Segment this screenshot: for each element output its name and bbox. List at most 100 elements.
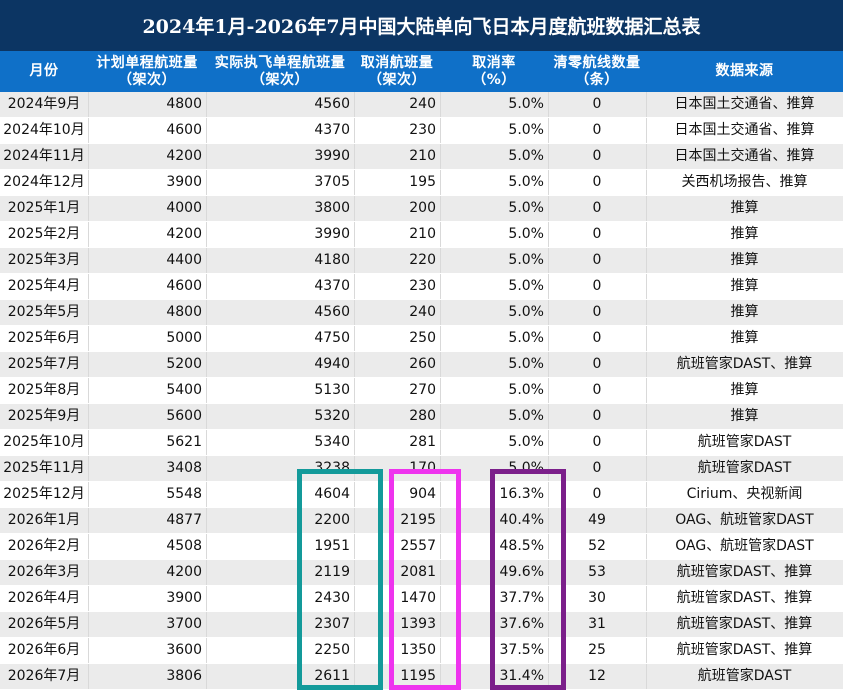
- cell-planned: 4800: [166, 304, 202, 320]
- cell-rate: 37.5%: [499, 642, 544, 658]
- table-row: 2024年12月 3900 3705 195 5.0% 0 关西机场报告、推算: [0, 170, 843, 196]
- cell-rate: 31.4%: [499, 668, 544, 684]
- column-divider: [88, 482, 89, 507]
- cell-actual: 4560: [314, 96, 350, 112]
- column-divider: [88, 638, 89, 663]
- column-divider: [440, 404, 441, 429]
- cell-actual: 2200: [314, 512, 350, 528]
- cell-zero: 12: [588, 668, 606, 684]
- column-divider: [646, 300, 647, 325]
- cell-zero: 0: [592, 408, 602, 424]
- table-row: 2024年9月 4800 4560 240 5.0% 0 日本国土交通省、推算: [0, 92, 843, 118]
- cell-zero: 0: [592, 330, 602, 346]
- cell-zero: 0: [592, 148, 602, 164]
- column-divider: [206, 274, 207, 299]
- highlight-box-actual: [297, 469, 383, 690]
- column-divider: [646, 144, 647, 169]
- column-divider: [548, 378, 549, 403]
- cell-actual: 5320: [314, 408, 350, 424]
- cell-source: 推算: [730, 330, 759, 346]
- column-divider: [548, 560, 549, 585]
- cell-month: 2025年9月: [7, 408, 81, 424]
- table-row: 2026年3月 4200 2119 2081 49.6% 53 航班管家DAST、推算: [0, 560, 843, 586]
- header-cancelled: 取消航班量 （架次）: [354, 51, 440, 92]
- table-row: 2025年6月 5000 4750 250 5.0% 0 推算: [0, 326, 843, 352]
- cell-planned: 4000: [166, 200, 202, 216]
- column-divider: [440, 508, 441, 533]
- table-header: 月份 计划单程航班量 （架次） 实际执飞单程航班量 （架次） 取消航班量 （架次…: [0, 51, 843, 92]
- cell-planned: 4200: [166, 564, 202, 580]
- cell-rate: 5.0%: [508, 148, 544, 164]
- column-divider: [206, 248, 207, 273]
- cell-actual: 5340: [314, 434, 350, 450]
- cell-zero: 0: [592, 460, 602, 476]
- cell-planned: 4400: [166, 252, 202, 268]
- table-row: 2025年8月 5400 5130 270 5.0% 0 推算: [0, 378, 843, 404]
- cell-source: 航班管家DAST、推算: [676, 616, 813, 632]
- column-divider: [646, 92, 647, 117]
- column-divider: [206, 144, 207, 169]
- column-divider: [206, 378, 207, 403]
- column-divider: [646, 222, 647, 247]
- cell-cancelled: 200: [409, 200, 436, 216]
- table-row: 2024年10月 4600 4370 230 5.0% 0 日本国土交通省、推算: [0, 118, 843, 144]
- cell-actual: 4604: [314, 486, 350, 502]
- column-divider: [354, 248, 355, 273]
- column-divider: [354, 352, 355, 377]
- column-divider: [646, 482, 647, 507]
- cell-month: 2025年5月: [7, 304, 81, 320]
- table-title: 2024年1月-2026年7月中国大陆单向飞日本月度航班数据汇总表: [0, 0, 843, 51]
- cell-month: 2024年10月: [3, 122, 85, 138]
- cell-planned: 5000: [166, 330, 202, 346]
- column-divider: [354, 196, 355, 221]
- column-divider: [440, 300, 441, 325]
- column-divider: [354, 612, 355, 637]
- cell-actual: 4370: [314, 122, 350, 138]
- cell-source: 日本国土交通省、推算: [674, 148, 815, 164]
- cell-actual: 2611: [314, 668, 350, 684]
- column-divider: [206, 92, 207, 117]
- column-divider: [646, 404, 647, 429]
- column-divider: [646, 378, 647, 403]
- cell-planned: 3900: [166, 590, 202, 606]
- cell-source: 推算: [730, 200, 759, 216]
- column-divider: [548, 170, 549, 195]
- cell-zero: 0: [592, 356, 602, 372]
- header-cancelled-label: 取消航班量: [360, 54, 434, 71]
- cell-rate: 5.0%: [508, 434, 544, 450]
- column-divider: [206, 664, 207, 689]
- column-divider: [440, 170, 441, 195]
- column-divider: [88, 222, 89, 247]
- cell-month: 2026年4月: [7, 590, 81, 606]
- column-divider: [440, 196, 441, 221]
- cell-planned: 3806: [166, 668, 202, 684]
- column-divider: [646, 352, 647, 377]
- table-row: 2026年5月 3700 2307 1393 37.6% 31 航班管家DAST、推算: [0, 612, 843, 638]
- column-divider: [88, 534, 89, 559]
- header-planned: 计划单程航班量 （架次）: [88, 51, 206, 92]
- cell-zero: 49: [588, 512, 606, 528]
- cell-rate: 5.0%: [508, 252, 544, 268]
- cell-actual: 2430: [314, 590, 350, 606]
- cell-source: 推算: [730, 278, 759, 294]
- column-divider: [548, 352, 549, 377]
- table-row: 2025年2月 4200 3990 210 5.0% 0 推算: [0, 222, 843, 248]
- cell-actual: 2119: [314, 564, 350, 580]
- cell-source: 航班管家DAST、推算: [676, 590, 813, 606]
- cell-rate: 5.0%: [508, 278, 544, 294]
- column-divider: [646, 456, 647, 481]
- cell-source: 推算: [730, 252, 759, 268]
- column-divider: [354, 144, 355, 169]
- column-divider: [88, 508, 89, 533]
- cell-source: OAG、航班管家DAST: [675, 512, 814, 528]
- cell-cancelled: 1393: [400, 616, 436, 632]
- column-divider: [548, 326, 549, 351]
- cell-planned: 3900: [166, 174, 202, 190]
- column-divider: [88, 378, 89, 403]
- cell-planned: 5400: [166, 382, 202, 398]
- column-divider: [206, 638, 207, 663]
- column-divider: [440, 144, 441, 169]
- header-rate-unit: （%）: [472, 71, 516, 88]
- cell-planned: 4200: [166, 226, 202, 242]
- cell-planned: 3408: [166, 460, 202, 476]
